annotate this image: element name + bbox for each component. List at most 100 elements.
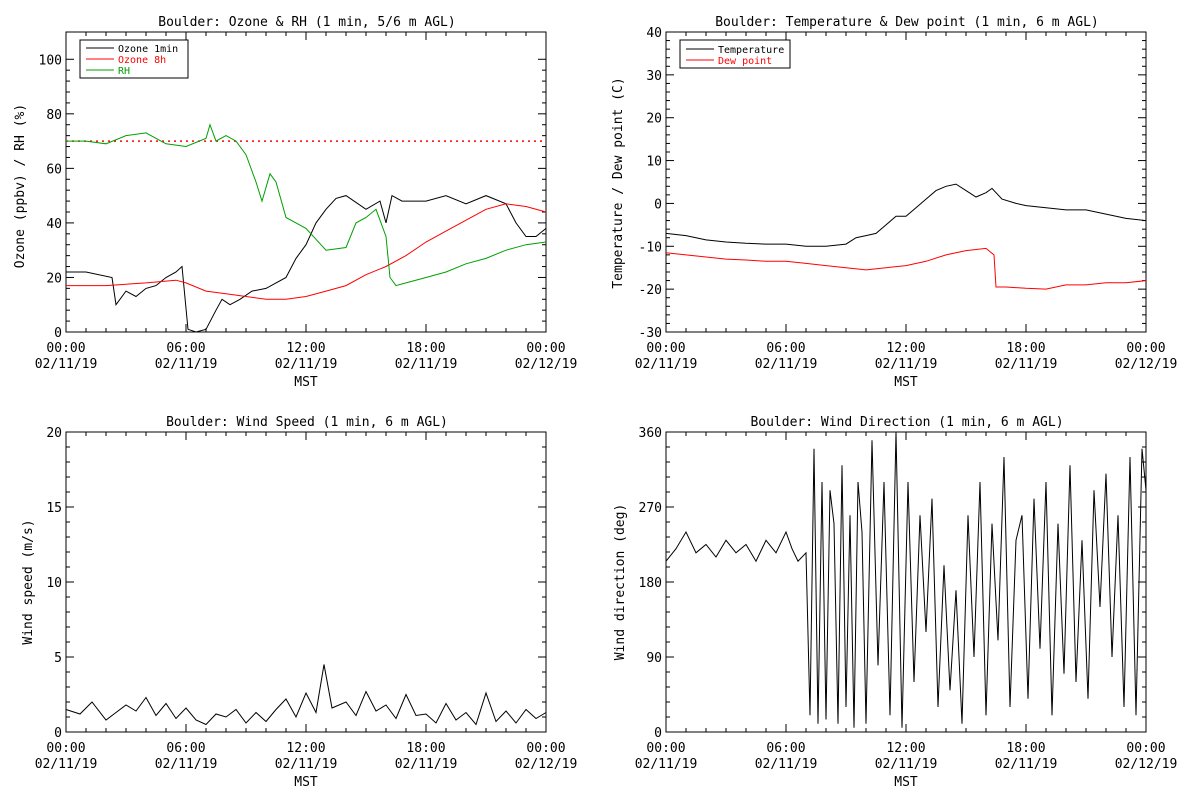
panel2-legend: Temperature Dew point [679,39,791,69]
y-tick-label: 0 [54,326,62,341]
y-tick-label: 60 [46,162,62,177]
x-tick-date-label: 02/11/19 [635,757,698,772]
x-tick-time-label: 06:00 [166,741,205,756]
x-tick-date-label: 02/11/19 [995,357,1058,372]
panel3-xlabel: MST [294,775,318,790]
y-tick-label: 360 [639,426,662,441]
panel2-frame [665,31,1147,333]
x-tick-time-label: 12:00 [886,741,925,756]
x-tick-date-label: 02/12/19 [1115,357,1178,372]
y-tick-label: 10 [646,155,662,170]
legend-rh-label: RH [118,66,130,77]
panel-ozone-rh: Boulder: Ozone & RH (1 min, 5/6 m AGL) O… [13,15,577,390]
panel2-legend-box [679,39,791,69]
y-tick-label: 40 [46,217,62,232]
y-tick-label: 80 [46,108,62,123]
y-tick-label: 0 [654,197,662,212]
panel4-lines [665,431,1147,728]
y-tick-label: 5 [54,651,62,666]
y-tick-label: 20 [646,112,662,127]
x-tick-time-label: 06:00 [766,341,805,356]
y-tick-label: 0 [54,726,62,741]
panel-wind-speed: Boulder: Wind Speed (1 min, 6 m AGL) Win… [21,415,577,790]
x-tick-time-label: 06:00 [766,741,805,756]
x-tick-time-label: 00:00 [1126,741,1165,756]
panel2-ylabel: Temperature / Dew point (C) [611,77,626,288]
x-tick-date-label: 02/11/19 [395,757,458,772]
panel3-frame [65,431,547,733]
series-line-0 [665,431,1147,728]
panel1-frame [65,31,547,333]
x-tick-time-label: 18:00 [1006,341,1045,356]
x-tick-date-label: 02/11/19 [995,757,1058,772]
x-tick-date-label: 02/11/19 [755,357,818,372]
x-tick-date-label: 02/11/19 [275,357,338,372]
legend-dewpoint-label: Dew point [718,56,772,67]
x-tick-time-label: 00:00 [646,741,685,756]
x-tick-date-label: 02/12/19 [1115,757,1178,772]
x-tick-date-label: 02/11/19 [395,357,458,372]
legend-temperature-label: Temperature [718,45,784,56]
panel1-legend: Ozone 1min Ozone 8h RH [79,39,189,79]
legend-ozone-1min-label: Ozone 1min [118,44,178,55]
x-tick-date-label: 02/11/19 [755,757,818,772]
x-tick-time-label: 18:00 [406,341,445,356]
series-line-1 [665,247,1147,290]
y-tick-label: -10 [639,240,662,255]
panel-temperature-dewpoint: Boulder: Temperature & Dew point (1 min,… [611,15,1177,390]
x-tick-time-label: 00:00 [1126,341,1165,356]
y-tick-label: 40 [646,26,662,41]
panel1-legend-box [79,39,189,79]
x-tick-time-label: 06:00 [166,341,205,356]
x-tick-time-label: 12:00 [886,341,925,356]
y-tick-label: 180 [639,576,662,591]
series-line-0 [665,183,1147,247]
x-tick-time-label: 00:00 [526,741,565,756]
panel3-title: Boulder: Wind Speed (1 min, 6 m AGL) [166,415,448,430]
y-tick-label: 270 [639,501,662,516]
panel1-ticks: 02040608010000:0002/11/1906:0002/11/1912… [35,32,578,372]
y-tick-label: -30 [639,326,662,341]
x-tick-date-label: 02/12/19 [515,757,578,772]
x-tick-date-label: 02/11/19 [275,757,338,772]
x-tick-time-label: 12:00 [286,341,325,356]
y-tick-label: 0 [654,726,662,741]
y-tick-label: 10 [46,576,62,591]
y-tick-label: 20 [46,426,62,441]
x-tick-time-label: 00:00 [46,741,85,756]
panel4-ylabel: Wind direction (deg) [613,504,628,661]
y-tick-label: 30 [646,69,662,84]
y-tick-label: 15 [46,501,62,516]
legend-ozone-8h-label: Ozone 8h [118,55,166,66]
x-tick-time-label: 18:00 [406,741,445,756]
series-line-1 [66,203,547,300]
panel2-xlabel: MST [894,375,918,390]
panel1-title: Boulder: Ozone & RH (1 min, 5/6 m AGL) [158,15,455,30]
panel4-title: Boulder: Wind Direction (1 min, 6 m AGL) [750,415,1063,430]
panel4-xlabel: MST [894,775,918,790]
x-tick-time-label: 18:00 [1006,741,1045,756]
x-tick-date-label: 02/11/19 [635,357,698,372]
x-tick-date-label: 02/11/19 [35,357,98,372]
x-tick-time-label: 00:00 [646,341,685,356]
x-tick-date-label: 02/11/19 [155,357,218,372]
x-tick-date-label: 02/11/19 [875,757,938,772]
y-tick-label: 100 [39,53,62,68]
y-tick-label: -20 [639,283,662,298]
y-tick-label: 20 [46,271,62,286]
series-line-0 [65,664,547,726]
panel3-lines [65,664,547,726]
series-line-2 [66,123,547,287]
x-tick-time-label: 00:00 [46,341,85,356]
panel2-ticks: -30-20-1001020304000:0002/11/1906:0002/1… [635,26,1178,372]
panel1-ylabel: Ozone (ppbv) / RH (%) [13,104,28,268]
panel3-ticks: 0510152000:0002/11/1906:0002/11/1912:000… [35,426,578,772]
y-tick-label: 90 [646,651,662,666]
panel2-title: Boulder: Temperature & Dew point (1 min,… [715,15,1099,30]
x-tick-date-label: 02/11/19 [35,757,98,772]
x-tick-time-label: 12:00 [286,741,325,756]
x-tick-date-label: 02/11/19 [875,357,938,372]
panel4-ticks: 09018027036000:0002/11/1906:0002/11/1912… [635,426,1178,772]
x-tick-date-label: 02/12/19 [515,357,578,372]
